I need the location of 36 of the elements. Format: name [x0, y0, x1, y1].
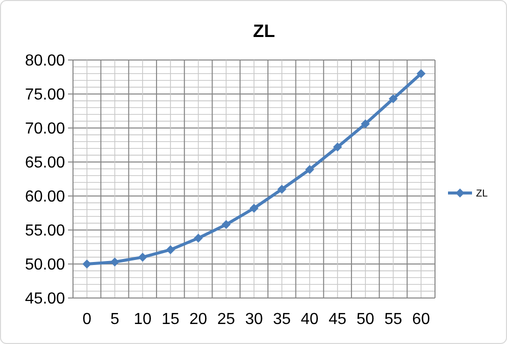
y-tick-label: 50.00 [24, 256, 66, 274]
point [388, 94, 398, 104]
point [138, 252, 148, 262]
y-tick-label: 70.00 [24, 120, 66, 138]
x-tick-label: 45 [328, 311, 347, 328]
point [305, 164, 314, 174]
x-tick-label: 0 [82, 311, 92, 328]
y-tick-label: 80.00 [24, 52, 66, 70]
point [277, 184, 286, 194]
x-tick-label: 25 [217, 311, 236, 328]
y-tick-label: 60.00 [24, 188, 66, 206]
legend-label: ZL [476, 188, 488, 200]
x-tick-label: 60 [412, 311, 430, 328]
x-tick-label: 40 [300, 311, 319, 328]
point [166, 245, 175, 254]
point [360, 119, 370, 128]
chart-title: ZL [253, 21, 275, 41]
y-tick-label: 65.00 [24, 154, 66, 172]
x-tick-label: 5 [110, 311, 120, 328]
point [194, 234, 203, 243]
point [110, 257, 120, 266]
y-tick-label: 45.00 [24, 290, 66, 308]
x-tick-label: 50 [356, 311, 374, 328]
y-tick-label: 75.00 [24, 86, 66, 104]
point [333, 142, 342, 152]
x-tick-label: 55 [384, 311, 402, 328]
x-tick-label: 30 [245, 311, 263, 328]
point [416, 69, 426, 78]
x-tick-label: 35 [272, 311, 291, 328]
x-tick-label: 10 [134, 311, 152, 328]
x-tick-label: 15 [162, 311, 180, 328]
point [250, 204, 258, 213]
y-tick-label: 55.00 [24, 222, 66, 240]
point [82, 260, 92, 268]
point [222, 220, 231, 230]
x-tick-label: 20 [189, 311, 208, 328]
